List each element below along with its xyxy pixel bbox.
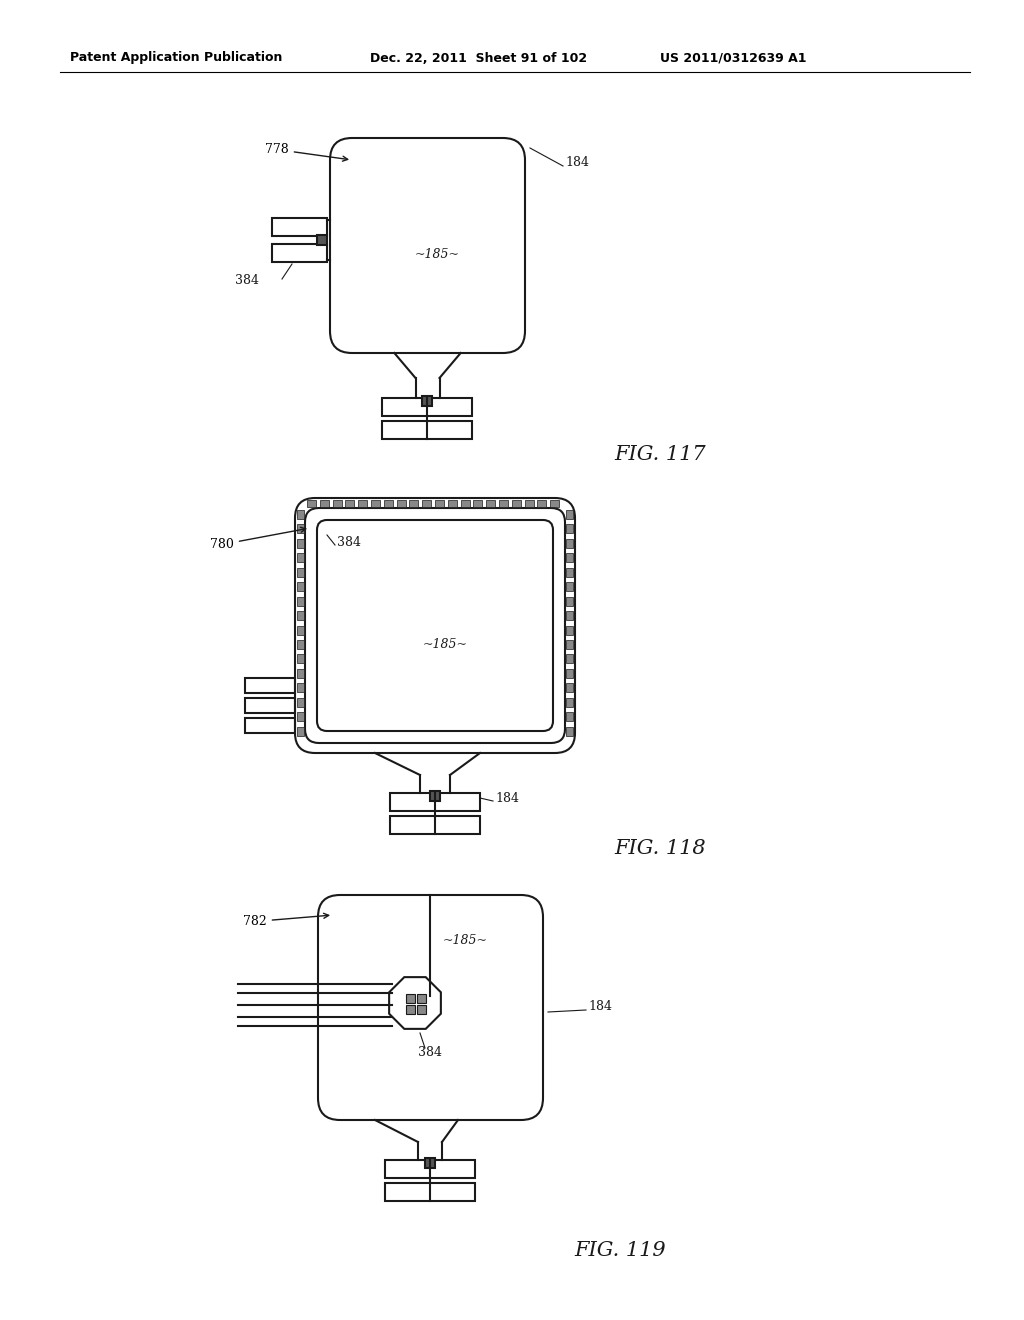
Text: FIG. 119: FIG. 119: [574, 1241, 666, 1259]
Text: 184: 184: [495, 792, 519, 804]
Bar: [382, 399, 472, 416]
Bar: [566, 640, 573, 649]
Text: ~185~: ~185~: [442, 933, 487, 946]
Bar: [345, 500, 354, 507]
Bar: [333, 500, 342, 507]
Bar: [297, 539, 304, 548]
Bar: [297, 510, 304, 519]
Bar: [319, 500, 329, 507]
Bar: [417, 1005, 426, 1014]
Text: ~185~: ~185~: [423, 639, 468, 652]
Bar: [297, 597, 304, 606]
Bar: [358, 500, 368, 507]
Bar: [538, 500, 547, 507]
Bar: [566, 726, 573, 735]
Bar: [245, 698, 295, 713]
Text: FIG. 118: FIG. 118: [614, 838, 706, 858]
Bar: [566, 698, 573, 706]
Bar: [566, 597, 573, 606]
Bar: [550, 500, 559, 507]
Bar: [384, 500, 393, 507]
Bar: [566, 553, 573, 562]
Bar: [566, 655, 573, 664]
Bar: [385, 1160, 475, 1177]
Bar: [272, 244, 327, 261]
Bar: [297, 711, 304, 721]
Bar: [566, 582, 573, 591]
Bar: [406, 994, 415, 1003]
Bar: [297, 626, 304, 635]
Bar: [435, 500, 444, 507]
Bar: [422, 396, 432, 407]
Bar: [307, 500, 316, 507]
Bar: [410, 500, 419, 507]
Bar: [461, 500, 470, 507]
Bar: [371, 500, 380, 507]
Bar: [245, 718, 295, 733]
Bar: [297, 669, 304, 677]
Text: 782: 782: [243, 913, 329, 928]
Bar: [566, 684, 573, 692]
Bar: [297, 684, 304, 692]
Text: 384: 384: [234, 275, 259, 286]
Text: 780: 780: [210, 527, 306, 550]
Bar: [430, 791, 440, 801]
Text: 384: 384: [337, 536, 361, 549]
Bar: [390, 793, 480, 810]
Bar: [317, 235, 327, 246]
Text: US 2011/0312639 A1: US 2011/0312639 A1: [660, 51, 807, 65]
Bar: [297, 568, 304, 577]
Bar: [297, 640, 304, 649]
Bar: [297, 553, 304, 562]
Bar: [245, 678, 295, 693]
Text: FIG. 117: FIG. 117: [614, 446, 706, 465]
Bar: [396, 500, 406, 507]
Bar: [566, 711, 573, 721]
Bar: [566, 539, 573, 548]
Text: 184: 184: [565, 157, 589, 169]
Bar: [524, 500, 534, 507]
Text: 778: 778: [265, 143, 348, 161]
Bar: [390, 816, 480, 834]
Bar: [566, 611, 573, 620]
Bar: [473, 500, 482, 507]
Bar: [425, 1158, 435, 1168]
Bar: [422, 500, 431, 507]
Bar: [382, 421, 472, 440]
Bar: [406, 1005, 415, 1014]
Text: 184: 184: [588, 1001, 612, 1014]
Bar: [566, 510, 573, 519]
Bar: [297, 698, 304, 706]
Text: Dec. 22, 2011  Sheet 91 of 102: Dec. 22, 2011 Sheet 91 of 102: [370, 51, 587, 65]
Bar: [297, 611, 304, 620]
Bar: [385, 1183, 475, 1201]
Bar: [566, 568, 573, 577]
Bar: [447, 500, 457, 507]
Bar: [499, 500, 508, 507]
Bar: [486, 500, 496, 507]
Bar: [417, 994, 426, 1003]
Bar: [566, 669, 573, 677]
Bar: [297, 582, 304, 591]
Bar: [297, 726, 304, 735]
Bar: [297, 655, 304, 664]
Bar: [566, 626, 573, 635]
Bar: [272, 218, 327, 236]
Text: Patent Application Publication: Patent Application Publication: [70, 51, 283, 65]
Text: 384: 384: [418, 1047, 442, 1060]
Text: ~185~: ~185~: [415, 248, 460, 261]
Bar: [512, 500, 521, 507]
Bar: [297, 524, 304, 533]
Bar: [566, 524, 573, 533]
